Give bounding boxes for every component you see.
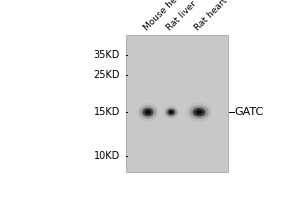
Ellipse shape — [137, 103, 159, 121]
Text: 15KD: 15KD — [94, 107, 120, 117]
Text: Mouse heart: Mouse heart — [142, 0, 188, 32]
Bar — [126, 35, 228, 172]
Ellipse shape — [189, 105, 209, 119]
Ellipse shape — [193, 108, 206, 117]
Text: GATC: GATC — [234, 107, 263, 117]
Ellipse shape — [142, 108, 153, 116]
Ellipse shape — [163, 105, 179, 119]
Text: 10KD: 10KD — [94, 151, 120, 161]
Ellipse shape — [196, 110, 202, 115]
Ellipse shape — [186, 103, 212, 122]
Ellipse shape — [169, 110, 173, 114]
Ellipse shape — [140, 106, 156, 119]
Text: Rat liver: Rat liver — [165, 0, 198, 32]
Ellipse shape — [165, 107, 177, 117]
Text: 25KD: 25KD — [94, 70, 120, 80]
Text: 35KD: 35KD — [94, 50, 120, 60]
Ellipse shape — [145, 110, 151, 115]
Ellipse shape — [167, 109, 175, 115]
Text: Rat heart: Rat heart — [193, 0, 229, 32]
